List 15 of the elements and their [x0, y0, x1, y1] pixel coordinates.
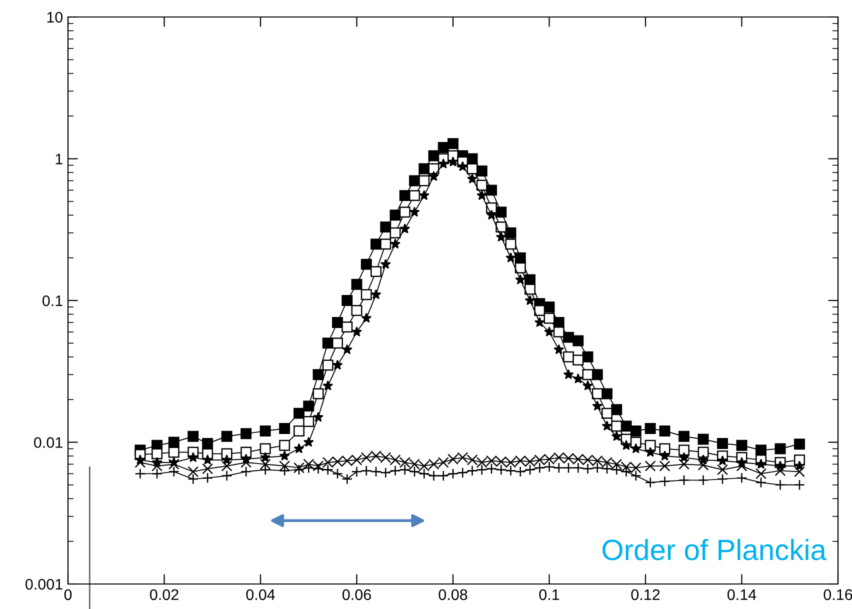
x-tick-label: 0.12	[631, 589, 660, 600]
x-tick-label: 0	[64, 589, 72, 600]
y-tick-label: 0.01	[34, 437, 62, 448]
y-tick-label: 0.1	[42, 295, 62, 306]
y-tick-label: 0.001	[26, 578, 62, 590]
annotation: Order of Planckia	[602, 538, 826, 560]
x-tick-label: 0.14	[727, 589, 756, 600]
x-tick-label: 0.08	[438, 589, 468, 600]
x-tick-label: 0.02	[150, 589, 178, 600]
x-tick-label: 0.04	[246, 589, 275, 600]
x-tick-label: 0.1	[539, 589, 560, 600]
y-tick-label: 1	[56, 154, 62, 164]
x-tick-label: 0.16	[824, 589, 852, 600]
y-tick-label: 10	[47, 12, 63, 23]
x-tick-label: 0.06	[342, 589, 371, 600]
